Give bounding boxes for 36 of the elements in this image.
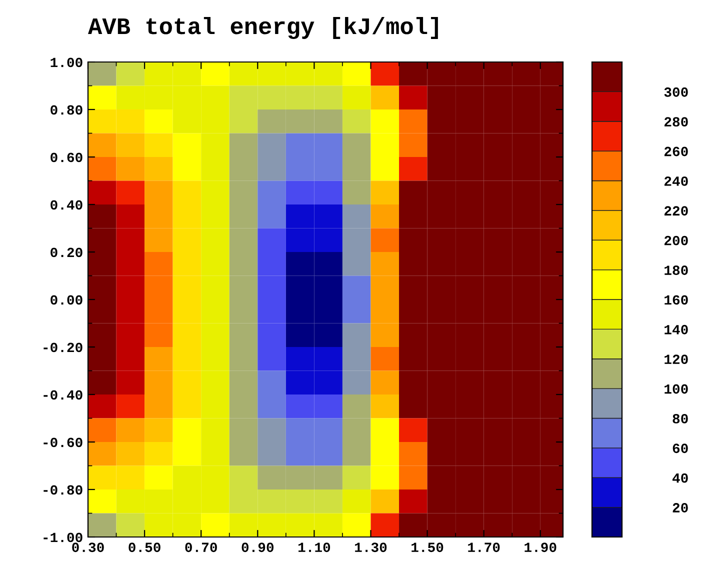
x-tick-label: 0.90 [242, 542, 274, 552]
x-tick-label: 1.10 [298, 542, 330, 552]
color-bar-label: 280 [664, 117, 688, 127]
y-tick-label: -1.00 [44, 532, 82, 542]
color-bar-label: 120 [664, 354, 688, 364]
y-tick-label: 0.80 [50, 105, 82, 115]
y-tick-label: -0.20 [44, 342, 82, 352]
color-bar-label: 40 [672, 473, 688, 483]
color-bar-label: 160 [664, 295, 688, 305]
color-bar-label: 60 [672, 444, 688, 454]
y-tick-label: 0.00 [50, 295, 82, 305]
x-tick-label: 1.50 [412, 542, 444, 552]
chart-title: AVB total energy [kJ/mol] [88, 16, 438, 40]
color-bar-label: 140 [664, 324, 688, 334]
color-bar-label: 180 [664, 266, 688, 275]
x-tick-label: 1.90 [524, 542, 556, 552]
color-bar-label: 100 [664, 384, 688, 394]
x-tick-label: 0.50 [128, 542, 160, 552]
x-tick-label: 0.30 [72, 542, 104, 552]
y-tick-label: 0.20 [50, 248, 82, 258]
y-tick-label: -0.80 [44, 485, 82, 495]
x-tick-label: 1.70 [468, 542, 500, 552]
y-tick-label: 0.60 [50, 152, 82, 162]
color-bar-label: 240 [664, 176, 688, 186]
y-tick-label: -0.60 [44, 438, 82, 448]
color-bar-label: 220 [664, 206, 688, 216]
y-tick-label: 0.40 [50, 200, 82, 210]
color-bar-label: 300 [664, 87, 688, 97]
color-bar-label: 260 [664, 146, 688, 156]
color-bar-label: 20 [672, 503, 688, 512]
color-bar-label: 80 [672, 414, 688, 424]
color-bar-label: 200 [664, 236, 688, 246]
x-tick-label: 1.30 [355, 542, 387, 552]
x-tick-label: 0.70 [185, 542, 217, 552]
y-tick-label: -0.40 [44, 390, 82, 400]
y-tick-label: 1.00 [50, 58, 82, 68]
